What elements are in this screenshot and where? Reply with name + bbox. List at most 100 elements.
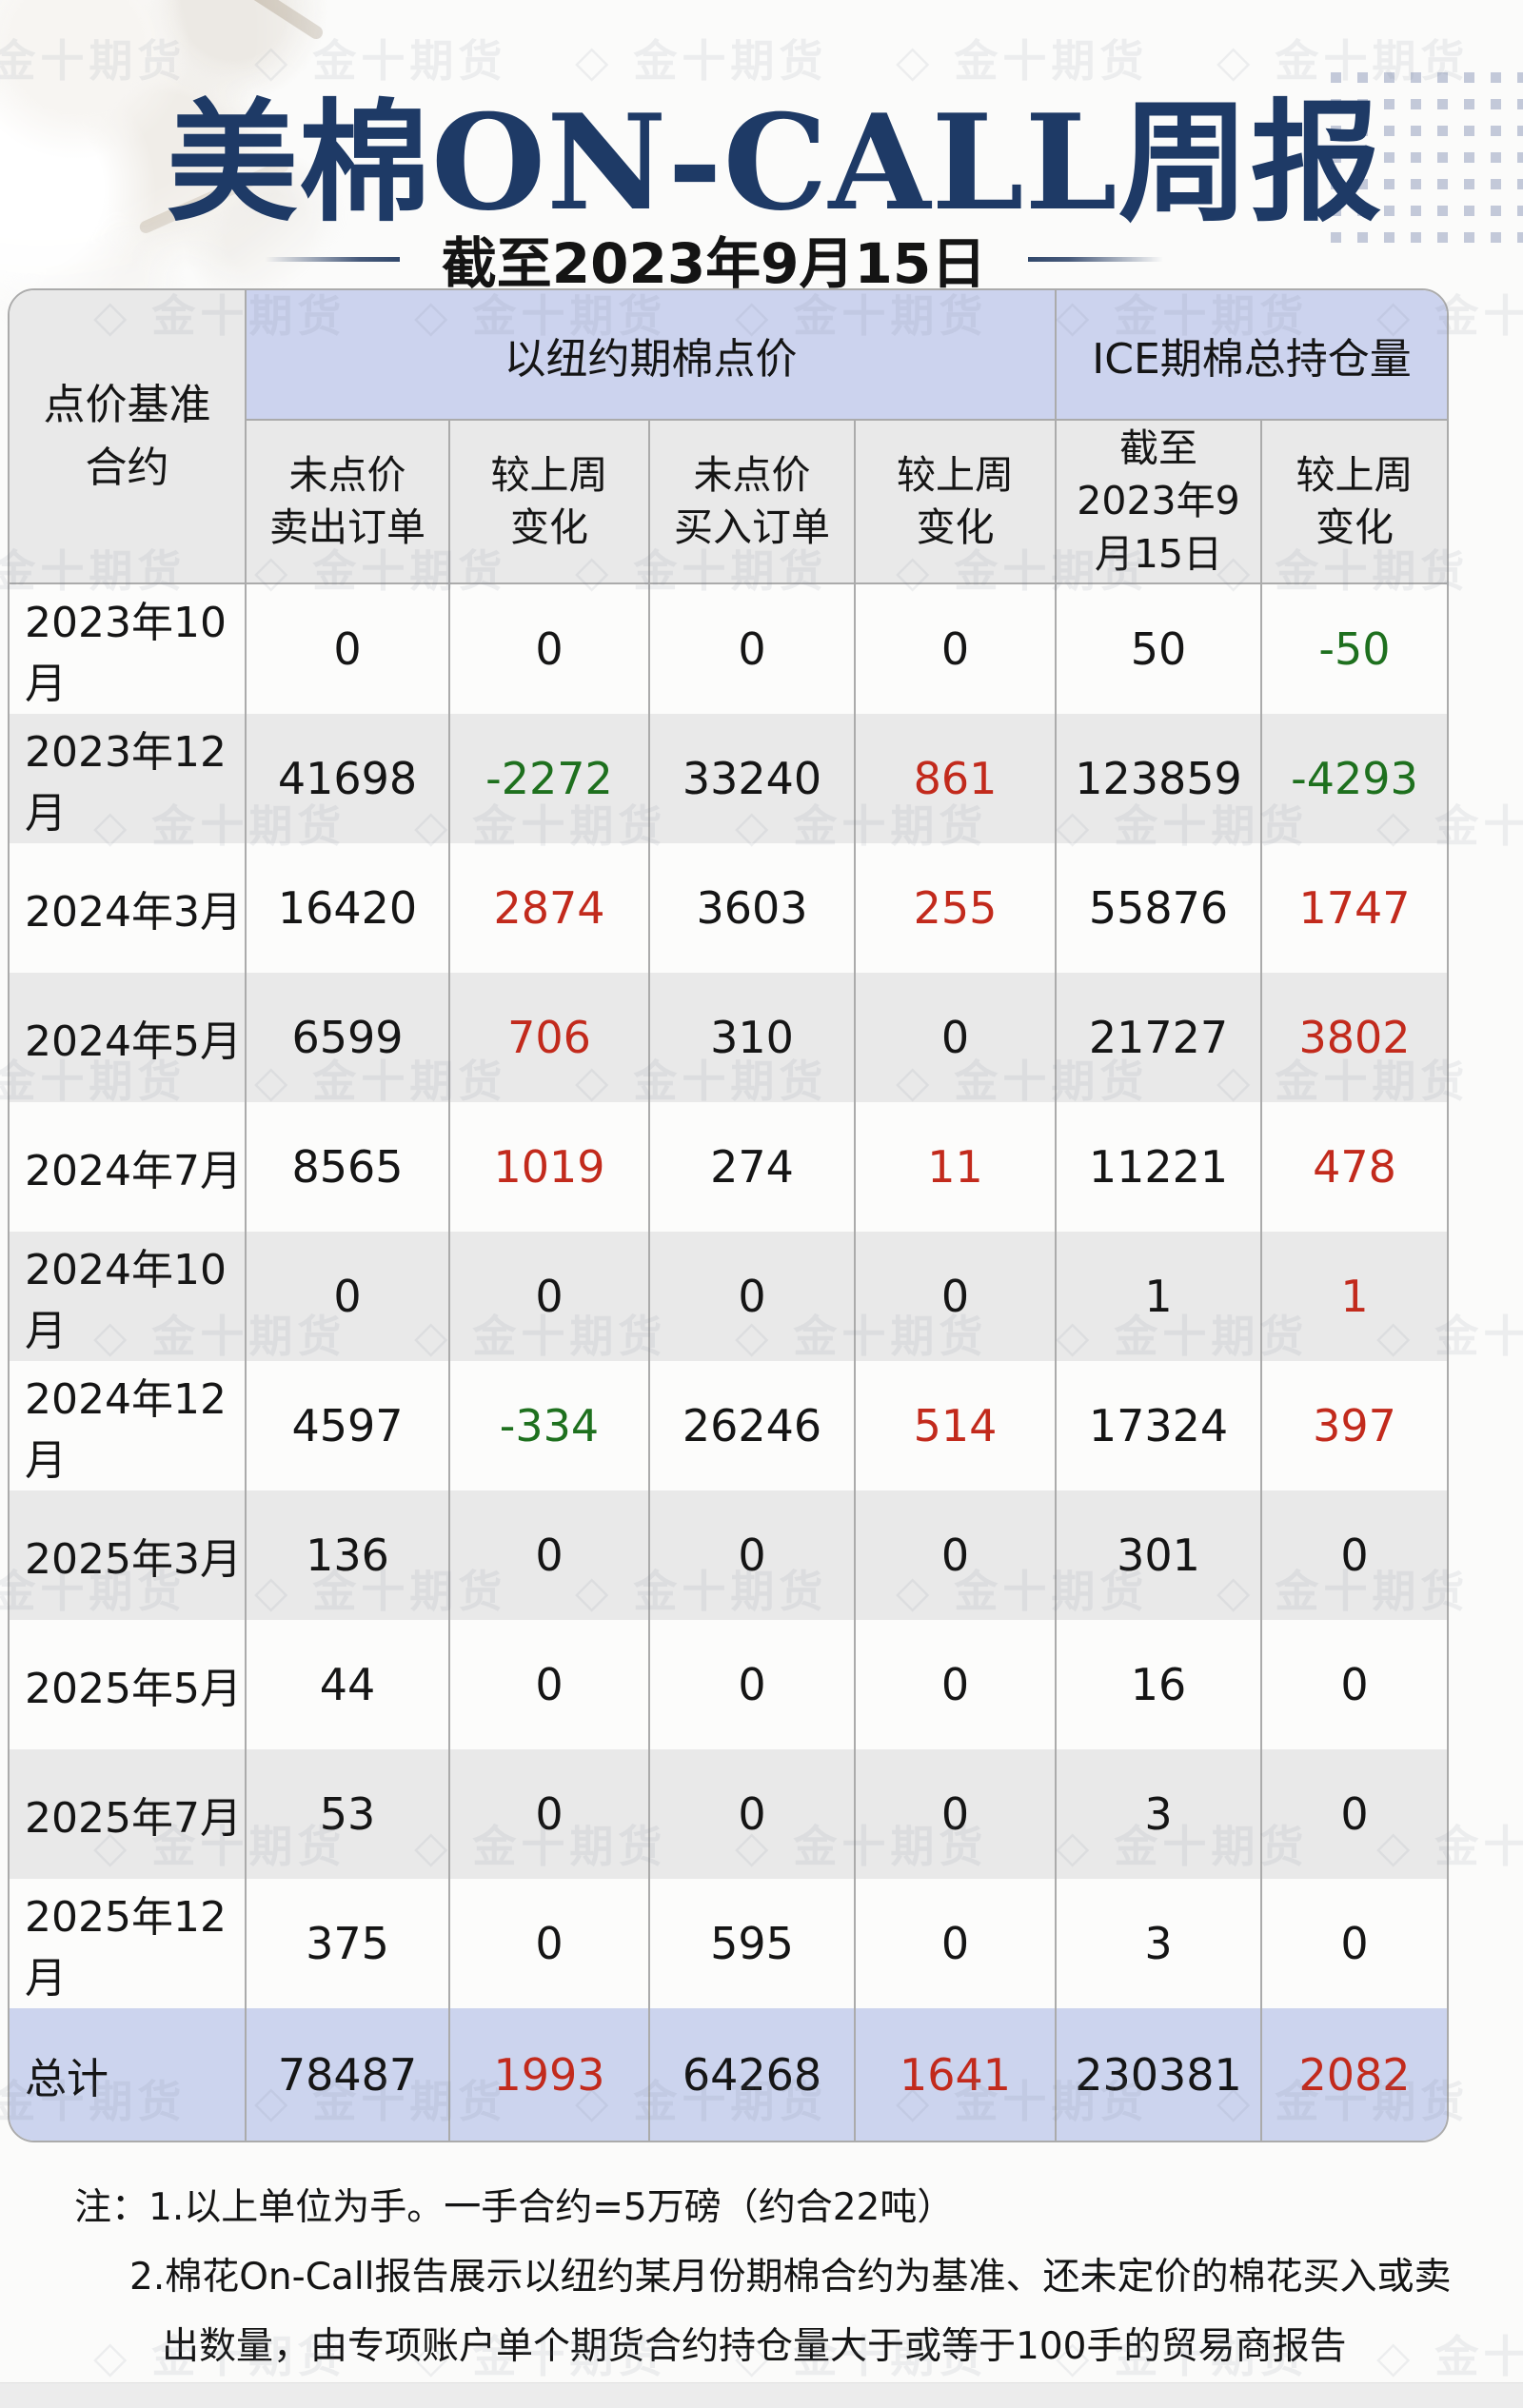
cell-value: -2272 <box>450 714 650 843</box>
cell-value: 1747 <box>1262 843 1447 973</box>
cell-value: 53 <box>247 1749 450 1879</box>
page-title: 美棉ON-CALL周报 <box>167 85 1383 241</box>
cell-value: 136 <box>247 1490 450 1620</box>
cell-value: 706 <box>450 973 650 1102</box>
subtitle-row: 截至2023年9月15日 <box>200 173 1228 345</box>
cell-value: 11 <box>856 1102 1057 1232</box>
total-cell-value: 78487 <box>247 2008 450 2141</box>
cell-value: 0 <box>450 1749 650 1879</box>
cell-value: 0 <box>856 1749 1057 1879</box>
note-line-3: 出数量，由专项账户单个期货合约持仓量大于或等于100手的贸易商报告 <box>162 2328 1452 2365</box>
row-label: 2024年12月 <box>10 1361 247 1490</box>
subtitle-left-line <box>264 256 400 262</box>
cell-value: 1 <box>1262 1232 1447 1361</box>
cell-value: 595 <box>650 1879 856 2008</box>
cell-value: 3603 <box>650 843 856 973</box>
row-label: 2024年3月 <box>10 843 247 973</box>
cell-value: 0 <box>450 1879 650 2008</box>
cell-value: 6599 <box>247 973 450 1102</box>
cell-value: 0 <box>450 1490 650 1620</box>
note-line-1: 注： 1.以上单位为手。一手合约=5万磅（约合22吨） <box>74 2189 1452 2226</box>
cell-value: 55876 <box>1057 843 1262 973</box>
cell-value: 375 <box>247 1879 450 2008</box>
cell-value: 0 <box>856 584 1057 714</box>
cell-value: 0 <box>650 1232 856 1361</box>
cell-value: 310 <box>650 973 856 1102</box>
cell-value: 1019 <box>450 1102 650 1232</box>
group-header-ny: 以纽约期棉点价 <box>247 290 1057 421</box>
group-header-ice: ICE期棉总持仓量 <box>1057 290 1447 421</box>
total-cell-value: 64268 <box>650 2008 856 2141</box>
cell-value: 44 <box>247 1620 450 1749</box>
footer-strip <box>0 2382 1523 2408</box>
cell-value: 0 <box>1262 1620 1447 1749</box>
cell-value: 0 <box>1262 1749 1447 1879</box>
cell-value: 0 <box>856 1490 1057 1620</box>
total-cell-value: 230381 <box>1057 2008 1262 2141</box>
col-header-sell-change: 较上周 变化 <box>450 421 650 584</box>
total-cell-value: 2082 <box>1262 2008 1447 2141</box>
col-header-ice-asof: 截至 2023年9 月15日 <box>1057 421 1262 584</box>
cell-value: 397 <box>1262 1361 1447 1490</box>
col-header-unpriced-sell: 未点价 卖出订单 <box>247 421 450 584</box>
cell-value: 0 <box>856 1232 1057 1361</box>
cell-value: 41698 <box>247 714 450 843</box>
cell-value: 123859 <box>1057 714 1262 843</box>
cell-value: 301 <box>1057 1490 1262 1620</box>
cell-value: 514 <box>856 1361 1057 1490</box>
cell-value: -4293 <box>1262 714 1447 843</box>
cell-value: 0 <box>1262 1490 1447 1620</box>
cell-value: -50 <box>1262 584 1447 714</box>
cell-value: 4597 <box>247 1361 450 1490</box>
row-label: 2023年10月 <box>10 584 247 714</box>
watermark: ◇ 金十期货 <box>896 35 1149 87</box>
total-row-label: 总计 <box>10 2008 247 2141</box>
cell-value: 478 <box>1262 1102 1447 1232</box>
footnotes: 注： 1.以上单位为手。一手合约=5万磅（约合22吨） 2.棉花On-Call报… <box>74 2189 1452 2398</box>
cell-value: 50 <box>1057 584 1262 714</box>
row-label: 2024年5月 <box>10 973 247 1102</box>
watermark: ◇ 金十期货 <box>575 35 828 87</box>
row-label: 2025年7月 <box>10 1749 247 1879</box>
cell-value: 11221 <box>1057 1102 1262 1232</box>
cell-value: 0 <box>247 584 450 714</box>
cell-value: 0 <box>450 584 650 714</box>
cell-value: 255 <box>856 843 1057 973</box>
cell-value: 0 <box>650 584 856 714</box>
cell-value: 0 <box>856 1879 1057 2008</box>
cell-value: 16 <box>1057 1620 1262 1749</box>
corner-header: 点价基准 合约 <box>10 290 247 584</box>
col-header-buy-change: 较上周 变化 <box>856 421 1057 584</box>
cell-value: 0 <box>856 973 1057 1102</box>
report-date-subtitle: 截至2023年9月15日 <box>441 231 987 297</box>
col-header-ice-change: 较上周 变化 <box>1262 421 1447 584</box>
oncall-table: 点价基准 合约 以纽约期棉点价 ICE期棉总持仓量 未点价 卖出订单 较上周 变… <box>8 288 1449 2142</box>
row-label: 2024年7月 <box>10 1102 247 1232</box>
row-label: 2024年10月 <box>10 1232 247 1361</box>
cell-value: 2874 <box>450 843 650 973</box>
col-header-unpriced-buy: 未点价 买入订单 <box>650 421 856 584</box>
total-cell-value: 1641 <box>856 2008 1057 2141</box>
cell-value: 0 <box>650 1490 856 1620</box>
cell-value: 0 <box>1262 1879 1447 2008</box>
note-text-1: 1.以上单位为手。一手合约=5万磅（约合22吨） <box>148 2186 955 2229</box>
cell-value: 274 <box>650 1102 856 1232</box>
cell-value: 1 <box>1057 1232 1262 1361</box>
cell-value: 26246 <box>650 1361 856 1490</box>
cell-value: 0 <box>650 1749 856 1879</box>
cell-value: 17324 <box>1057 1361 1262 1490</box>
row-label: 2025年5月 <box>10 1620 247 1749</box>
note-line-2: 2.棉花On-Call报告展示以纽约某月份期棉合约为基准、还未定价的棉花买入或卖 <box>129 2259 1452 2296</box>
subtitle-right-line <box>1028 256 1164 262</box>
note-text-2: 2.棉花On-Call报告展示以纽约某月份期棉合约为基准、还未定价的棉花买入或卖 <box>129 2256 1452 2299</box>
cell-value: 0 <box>450 1620 650 1749</box>
cell-value: 0 <box>450 1232 650 1361</box>
cell-value: 8565 <box>247 1102 450 1232</box>
cotton-photo <box>0 0 400 343</box>
total-cell-value: 1993 <box>450 2008 650 2141</box>
cell-value: 861 <box>856 714 1057 843</box>
row-label: 2025年12月 <box>10 1879 247 2008</box>
cell-value: 0 <box>856 1620 1057 1749</box>
row-label: 2023年12月 <box>10 714 247 843</box>
